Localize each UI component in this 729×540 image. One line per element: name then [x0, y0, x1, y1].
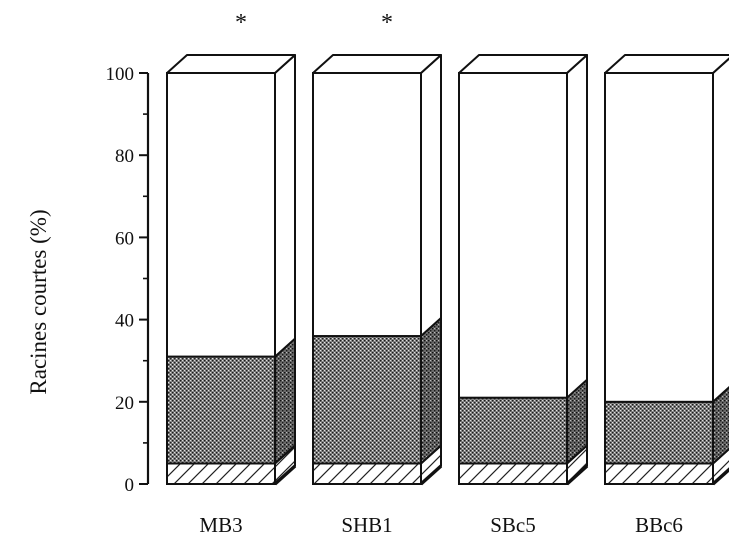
- significance-asterisk: *: [381, 10, 393, 36]
- bar-top: [312, 54, 442, 74]
- y-tick-label: 40: [115, 311, 134, 332]
- bar-segment-stippled: [312, 335, 422, 465]
- significance-asterisk: *: [235, 10, 247, 36]
- bar-segment-white: [604, 72, 714, 403]
- bar-base-edge: [565, 464, 589, 486]
- bar-segment-hatched: [604, 462, 714, 486]
- bar-segment-white: [312, 72, 422, 338]
- bar-group-sbc5: SBc5: [458, 54, 589, 537]
- bars: MB3 SHB1 SBc5 BBc6 * *: [166, 10, 729, 537]
- bar-segment-white: [166, 72, 276, 358]
- y-axis: 0 20 40 60 80 100: [106, 64, 150, 496]
- y-axis-title: Racines courtes (%): [26, 209, 51, 394]
- y-tick-label: 80: [115, 146, 134, 167]
- bar-side-white: [566, 54, 588, 399]
- bar-side-white: [712, 57, 729, 403]
- bar-top: [604, 54, 729, 74]
- bar-side-stippled: [712, 386, 729, 465]
- x-category-label: MB3: [199, 513, 242, 537]
- bar-side-stippled: [420, 317, 442, 465]
- bar-group-mb3: MB3: [166, 54, 297, 537]
- bar-segment-hatched: [458, 462, 568, 486]
- bar-top: [166, 54, 296, 74]
- bar-top: [458, 54, 588, 74]
- bar-segment-stippled: [166, 355, 276, 465]
- bar-side-white: [420, 54, 442, 338]
- y-tick-label: 60: [115, 228, 134, 249]
- bar-segment-hatched: [166, 462, 276, 486]
- bar-base-edge: [711, 467, 729, 486]
- bar-base-edge: [273, 464, 297, 486]
- y-tick-label: 100: [106, 64, 135, 85]
- bar-segment-hatched: [312, 462, 422, 486]
- y-tick-label: 20: [115, 393, 134, 414]
- x-category-label: SBc5: [490, 513, 536, 537]
- bar-group-shb1: SHB1: [312, 54, 443, 537]
- bar-side-white: [274, 54, 296, 358]
- bar-base-edge: [419, 464, 443, 486]
- bar-segment-stippled: [458, 396, 568, 465]
- x-category-label: SHB1: [341, 513, 392, 537]
- x-category-label: BBc6: [635, 513, 683, 537]
- bar-side-stippled: [274, 337, 296, 465]
- y-tick-label: 0: [125, 475, 135, 496]
- bar-segment-stippled: [604, 400, 714, 465]
- bar-group-bbc6: BBc6: [604, 54, 729, 537]
- bar-segment-white: [458, 72, 568, 399]
